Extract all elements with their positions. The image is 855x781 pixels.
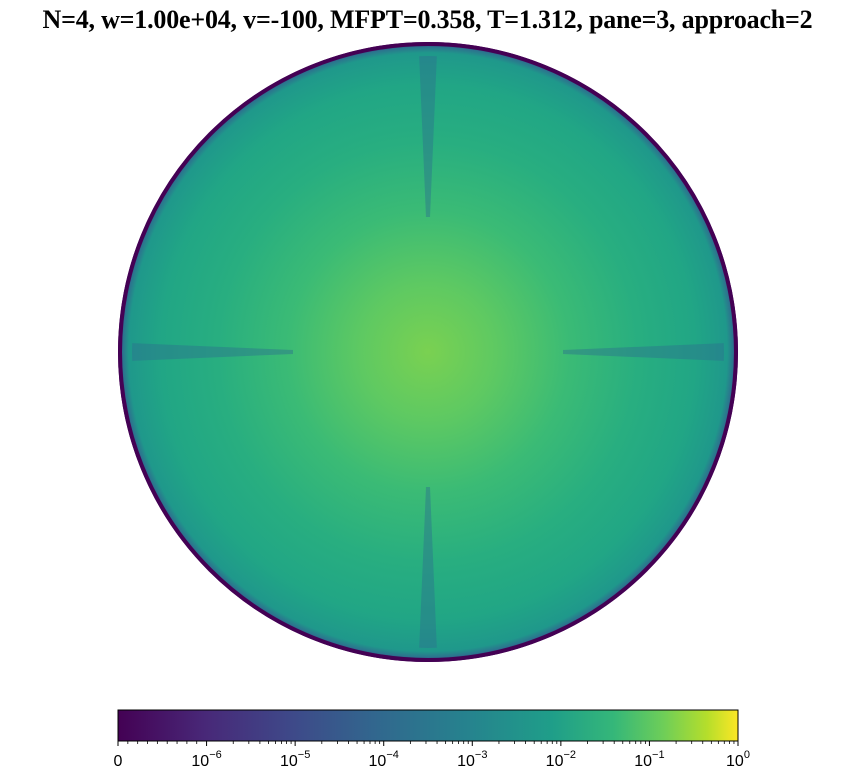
- colorbar-ticks: 0 10−6 10−5 10−4 10−3 10−2 10−1 100: [114, 741, 750, 770]
- disk-field: [118, 42, 738, 662]
- target-streaks: [132, 56, 724, 648]
- target-streak-3: [419, 487, 437, 648]
- colorbar-tick-label-0: 0: [114, 753, 123, 770]
- colorbar-tick-label-6: 10−1: [634, 749, 664, 770]
- chart-title: N=4, w=1.00e+04, v=-100, MFPT=0.358, T=1…: [42, 5, 813, 34]
- heatmap-disk: [118, 42, 738, 662]
- target-streak-1: [419, 56, 437, 217]
- colorbar-tick-label-7: 100: [726, 749, 750, 770]
- colorbar-tick-label-4: 10−3: [457, 749, 487, 770]
- colorbar: 0 10−6 10−5 10−4 10−3 10−2 10−1 100: [114, 709, 750, 770]
- colorbar-tick-label-3: 10−4: [369, 749, 399, 770]
- colorbar-tick-label-5: 10−2: [546, 749, 576, 770]
- target-streak-2: [132, 343, 293, 361]
- colorbar-gradient: [117, 709, 739, 742]
- disk-rim: [118, 42, 738, 662]
- colorbar-minor-ticks: [127, 741, 735, 744]
- target-streak-4: [563, 343, 724, 361]
- colorbar-tick-label-1: 10−6: [191, 749, 221, 770]
- colorbar-tick-label-2: 10−5: [280, 749, 310, 770]
